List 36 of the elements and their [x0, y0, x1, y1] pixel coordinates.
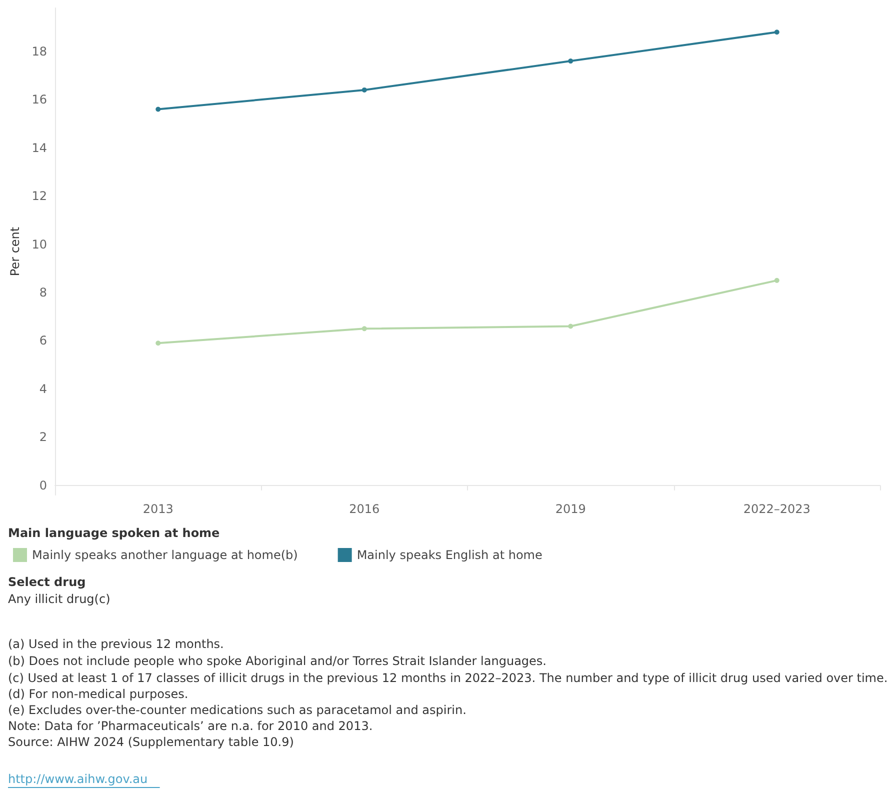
y-tick-label: 16 — [32, 92, 47, 107]
text: (c) Used at least 1 of 17 classes of illicit drugs in the previous 12 months in 2022–2023. The number and type of illicit drug used varied over time. — [8, 671, 888, 685]
x-tick-label: 2022–2023 — [743, 502, 810, 516]
text: (a) Used in the previous 12 months. — [8, 637, 224, 651]
point — [774, 30, 780, 35]
text: http://www.aihw.gov.au — [8, 772, 148, 786]
text: (b) Does not include people who spoke Aboriginal and/or Torres Strait Islander languages. — [8, 654, 546, 668]
text: (e) Excludes over-the-counter medications such as paracetamol and aspirin. — [8, 703, 466, 717]
y-tick-label: 18 — [32, 44, 47, 58]
point — [568, 324, 574, 329]
y-tick-label: 4 — [39, 382, 47, 396]
y-tick-label: 6 — [39, 334, 47, 348]
point — [156, 340, 161, 346]
point — [774, 278, 780, 283]
legend-title: Main language spoken at home — [8, 526, 220, 540]
text: Select drug — [8, 575, 86, 589]
text: Any illicit drug(c) — [8, 592, 110, 606]
y-tick-label: 14 — [32, 140, 47, 155]
legend-label: Mainly speaks another language at home(b) — [32, 548, 298, 562]
y-tick-label: 12 — [32, 189, 47, 204]
source-note: Source: AIHW 2024 (Supplementary table 10.9) — [8, 735, 294, 749]
y-tick-label: 8 — [39, 285, 47, 300]
point — [362, 326, 367, 332]
y-tick-label: 10 — [32, 237, 47, 252]
legend-label: Mainly speaks English at home — [356, 548, 542, 562]
x-tick-label: 2016 — [349, 502, 380, 516]
point — [568, 58, 574, 64]
y-tick-label: 2 — [39, 430, 47, 444]
x-tick-label: 2019 — [555, 502, 586, 516]
y-tick-label: 0 — [39, 478, 47, 492]
text: (d) For non-medical purposes. — [8, 687, 188, 701]
point — [156, 106, 161, 112]
x-tick-label: 2013 — [142, 502, 174, 516]
point — [362, 87, 367, 92]
y-axis-title: Per cent — [8, 226, 22, 276]
text: Note: Data for ’Pharmaceuticals’ are n.a. for 2010 and 2013. — [8, 719, 373, 733]
